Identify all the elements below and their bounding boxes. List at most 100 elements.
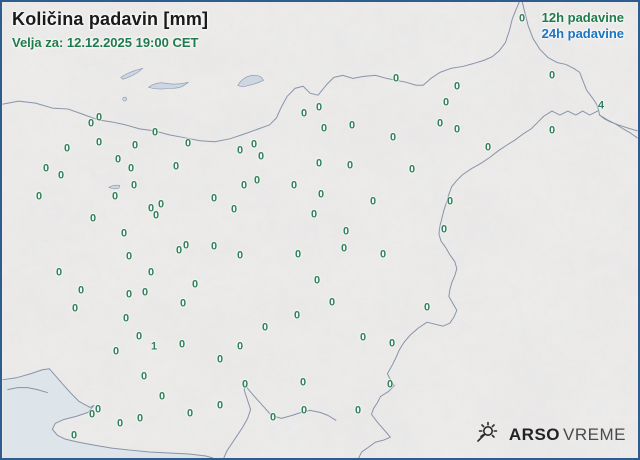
- station-value: 0: [317, 188, 325, 201]
- station-value: 0: [112, 345, 120, 358]
- station-value: 0: [342, 225, 350, 238]
- lake: [122, 96, 127, 102]
- station-value: 0: [140, 370, 148, 383]
- station-value: 0: [88, 408, 96, 421]
- lake: [147, 81, 190, 90]
- legend-link-24h[interactable]: 24h padavine: [541, 26, 624, 41]
- station-value: 0: [442, 96, 450, 109]
- station-value: 0: [294, 248, 302, 261]
- station-value: 0: [299, 376, 307, 389]
- station-value: 0: [348, 119, 356, 132]
- logo-text: ARSO VREME: [509, 425, 626, 445]
- logo-arso: ARSO: [508, 424, 561, 444]
- station-value: 0: [408, 163, 416, 176]
- legend-link-12h[interactable]: 12h padavine: [541, 10, 624, 25]
- lake: [237, 74, 264, 88]
- station-value: 0: [446, 195, 454, 208]
- station-value: 1: [150, 340, 158, 353]
- station-value: 0: [87, 117, 95, 130]
- station-value: 0: [261, 321, 269, 334]
- station-value: 0: [135, 330, 143, 343]
- station-value: 0: [340, 242, 348, 255]
- station-value: 0: [320, 122, 328, 135]
- border-north-austria: [98, 2, 520, 143]
- station-value: 0: [125, 250, 133, 263]
- station-value: 0: [313, 274, 321, 287]
- station-value: 0: [423, 301, 431, 314]
- border-italy-austria: [2, 100, 100, 121]
- border-istria-croatia: [223, 382, 337, 458]
- coastline: [2, 368, 214, 458]
- station-value: 0: [191, 278, 199, 291]
- station-value: 0: [392, 72, 400, 85]
- station-value: 0: [151, 126, 159, 139]
- page-title: Količina padavin [mm]: [12, 9, 209, 29]
- station-value: 0: [210, 240, 218, 253]
- station-value: 0: [548, 124, 556, 137]
- station-value: 0: [548, 69, 556, 82]
- station-value: 0: [216, 353, 224, 366]
- border-southeast-croatia: [358, 110, 599, 458]
- station-value: 0: [89, 212, 97, 225]
- lake-bohinj: [108, 184, 121, 189]
- station-value: 0: [236, 340, 244, 353]
- station-value: 0: [230, 203, 238, 216]
- station-value: 0: [94, 403, 102, 416]
- station-value: 0: [210, 192, 218, 205]
- station-value: 0: [157, 198, 165, 211]
- station-value: 0: [436, 117, 444, 130]
- station-value: 0: [310, 208, 318, 221]
- station-value: 0: [116, 417, 124, 430]
- station-value: 0: [95, 111, 103, 124]
- station-value: 0: [178, 338, 186, 351]
- station-value: 0: [125, 288, 133, 301]
- station-value: 0: [484, 141, 492, 154]
- station-value: 0: [141, 286, 149, 299]
- station-value: 0: [147, 202, 155, 215]
- station-value: 0: [70, 429, 78, 442]
- station-value: 0: [42, 162, 50, 175]
- border-mura-branch: [599, 114, 638, 139]
- station-value: 0: [369, 195, 377, 208]
- station-value: 0: [122, 312, 130, 325]
- station-value: 0: [253, 174, 261, 187]
- station-value: 0: [389, 131, 397, 144]
- station-value: 0: [57, 169, 65, 182]
- station-value: 0: [136, 412, 144, 425]
- station-value: 0: [453, 123, 461, 136]
- station-value: 0: [111, 190, 119, 203]
- station-value: 0: [35, 190, 43, 203]
- station-value: 0: [147, 266, 155, 279]
- logo-vreme: VREME: [563, 424, 626, 444]
- station-value: 0: [359, 331, 367, 344]
- station-value: 0: [186, 407, 194, 420]
- station-value: 0: [388, 337, 396, 350]
- station-value: 0: [290, 179, 298, 192]
- arso-vreme-branding: ARSO VREME: [474, 419, 626, 450]
- station-value: 0: [175, 244, 183, 257]
- station-value: 0: [71, 302, 79, 315]
- station-value: 0: [379, 248, 387, 261]
- station-value: 0: [440, 223, 448, 236]
- station-value: 0: [130, 179, 138, 192]
- station-value: 0: [95, 136, 103, 149]
- station-value: 0: [241, 378, 249, 391]
- station-value: 0: [300, 404, 308, 417]
- station-value: 0: [386, 378, 394, 391]
- valid-time-label: Velja za: 12.12.2025 19:00 CET: [12, 35, 199, 50]
- sun-icon: [474, 419, 500, 450]
- station-value: 0: [315, 101, 323, 114]
- lake: [120, 67, 144, 80]
- station-value: 0: [354, 404, 362, 417]
- station-value: 0: [518, 12, 526, 25]
- station-value: 0: [236, 144, 244, 157]
- station-value: 0: [328, 296, 336, 309]
- station-value: 0: [216, 399, 224, 412]
- legend: 12h padavine 24h padavine: [542, 10, 624, 42]
- station-value: 0: [257, 150, 265, 163]
- station-value: 0: [250, 138, 258, 151]
- station-value: 0: [179, 297, 187, 310]
